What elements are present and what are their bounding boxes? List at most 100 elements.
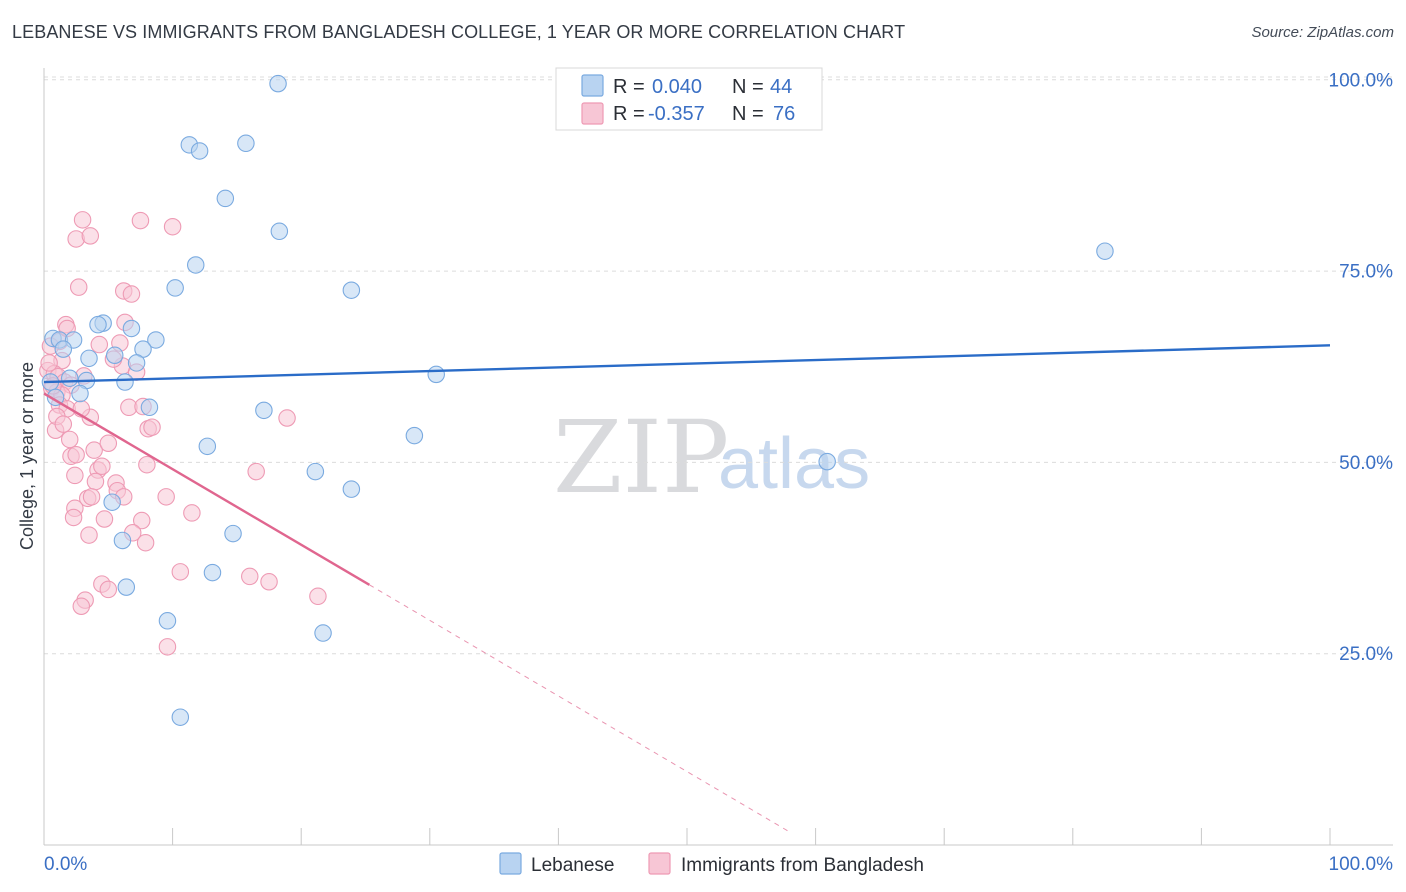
lebanese-point-8: [342, 281, 361, 299]
trend-lines: [43, 344, 1331, 833]
lebanese-point-3: [237, 134, 255, 153]
bangladesh-point-60: [260, 573, 278, 591]
lebanese-point-4: [216, 189, 235, 208]
lebanese-point-2: [190, 142, 209, 160]
lebanese-point-36: [117, 578, 136, 596]
legend-swatch-bangladesh: [581, 102, 604, 125]
bangladesh-trend-extension: [369, 584, 791, 833]
chart-title: LEBANESE VS IMMIGRANTS FROM BANGLADESH C…: [12, 22, 906, 42]
bangladesh-point-73: [54, 415, 73, 433]
lebanese-point-17: [54, 340, 73, 358]
legend-n-value-1: 44: [770, 76, 792, 98]
y-tick-label-100: 100.0%: [1329, 70, 1394, 91]
lebanese-point-0: [269, 74, 287, 93]
lebanese-point-5: [270, 222, 289, 241]
lebanese-point-6: [186, 256, 205, 274]
bangladesh-point-3: [67, 230, 85, 248]
lebanese-point-20: [127, 354, 146, 372]
lebanese-point-37: [158, 612, 177, 630]
lebanese-point-29: [306, 462, 325, 481]
bottom-legend-swatch-bangladesh: [648, 852, 671, 875]
lebanese-point-41: [60, 369, 79, 387]
y-tick-label-75: 75.0%: [1339, 262, 1393, 283]
lebanese-point-25: [140, 398, 159, 417]
watermark-zip: ZIP: [553, 399, 729, 516]
legend-n-label-2: N =: [732, 103, 764, 125]
lebanese-point-28: [198, 437, 217, 456]
bangladesh-point-54: [132, 511, 151, 530]
bottom-legend-label-lebanese: Lebanese: [531, 855, 614, 876]
lebanese-point-19: [105, 346, 124, 365]
lebanese-trend-line: [43, 344, 1331, 384]
lebanese-point-33: [113, 531, 132, 550]
lebanese-point-35: [203, 563, 222, 582]
lebanese-point-14: [122, 319, 141, 338]
bangladesh-point-58: [171, 563, 190, 581]
bangladesh-point-4: [81, 227, 100, 245]
lebanese-point-7: [166, 279, 184, 297]
bangladesh-point-40: [93, 457, 111, 475]
bangladesh-point-1: [131, 211, 150, 230]
correlation-legend: R = 0.040 N = 44 R = -0.357 N = 76: [555, 67, 823, 131]
lebanese-point-9: [1096, 242, 1114, 260]
bangladesh-trend-line: [43, 392, 370, 586]
y-tick-label-50: 50.0%: [1339, 453, 1393, 474]
lebanese-point-34: [224, 524, 242, 543]
legend-swatch-lebanese: [581, 74, 604, 97]
bangladesh-point-2: [163, 217, 182, 236]
lebanese-point-30: [818, 452, 836, 471]
bangladesh-point-57: [136, 533, 155, 552]
bangladesh-point-75: [99, 434, 118, 453]
gridlines: [44, 76, 1393, 655]
bangladesh-point-66: [158, 638, 177, 656]
lebanese-point-26: [255, 401, 273, 420]
lebanese-point-38: [314, 624, 332, 642]
legend-r-value-2: -0.357: [648, 103, 705, 125]
bangladesh-point-68: [60, 430, 79, 449]
bangladesh-point-38: [66, 466, 84, 485]
legend-n-value-2: 76: [773, 103, 795, 125]
series-bangladesh-points: [39, 211, 327, 656]
source-note: Source: ZipAtlas.com: [1251, 24, 1394, 41]
bangladesh-point-11: [90, 335, 109, 354]
bangladesh-point-41: [138, 455, 156, 474]
bangladesh-point-0: [73, 211, 92, 229]
bangladesh-point-47: [82, 488, 101, 506]
lebanese-point-18: [80, 349, 98, 368]
bangladesh-point-5: [69, 278, 88, 296]
x-ticks: [43, 828, 1331, 845]
lebanese-point-27: [405, 426, 424, 445]
y-axis-label: College, 1 year or more: [17, 362, 37, 550]
watermark-atlas: atlas: [718, 424, 870, 504]
bangladesh-point-69: [40, 354, 58, 372]
bangladesh-point-62: [99, 580, 118, 599]
lebanese-point-43: [89, 315, 107, 334]
bangladesh-point-33: [143, 418, 161, 436]
bangladesh-point-37: [85, 441, 103, 459]
x-tick-label-min: 0.0%: [44, 854, 87, 875]
bangladesh-point-59: [241, 567, 259, 586]
bangladesh-point-55: [80, 526, 98, 544]
lebanese-point-15: [147, 331, 165, 349]
lebanese-point-39: [171, 708, 190, 726]
bangladesh-point-51: [183, 504, 201, 522]
axes: [43, 68, 1393, 846]
lebanese-point-31: [342, 480, 361, 498]
x-tick-label-max: 100.0%: [1329, 854, 1394, 875]
bangladesh-point-42: [247, 462, 265, 481]
bangladesh-point-65: [72, 597, 91, 616]
bangladesh-point-7: [122, 285, 141, 303]
legend-r-label-1: R =: [613, 76, 645, 98]
bangladesh-point-43: [86, 472, 105, 491]
bottom-legend-swatch-lebanese: [499, 852, 522, 875]
series-legend: Lebanese Immigrants from Bangladesh: [499, 852, 924, 876]
bangladesh-point-64: [309, 587, 327, 606]
lebanese-point-32: [103, 493, 121, 511]
bangladesh-point-49: [157, 488, 175, 506]
y-tick-labels: 25.0% 50.0% 75.0% 100.0%: [1329, 70, 1394, 665]
lebanese-point-22: [116, 373, 134, 391]
legend-r-label-2: R =: [613, 103, 645, 125]
bangladesh-point-53: [95, 510, 114, 528]
series-lebanese-points: [41, 74, 1114, 726]
